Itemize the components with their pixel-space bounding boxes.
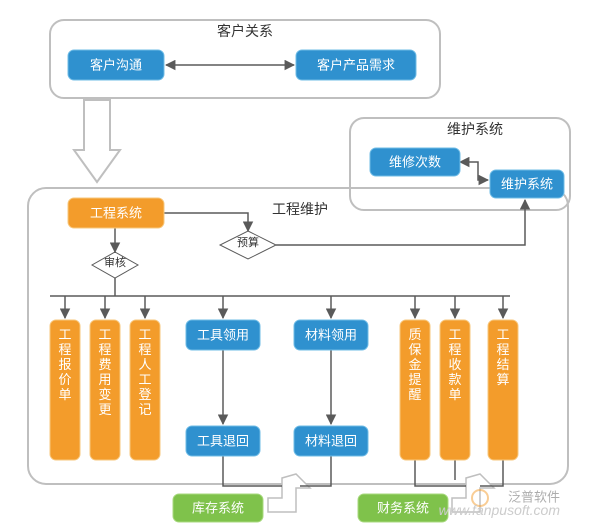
svg-text:工程结算: 工程结算 bbox=[496, 327, 509, 387]
svg-text:工程报价单: 工程报价单 bbox=[58, 327, 71, 402]
svg-text:维修次数: 维修次数 bbox=[389, 154, 441, 169]
svg-text:www.fanpusoft.com: www.fanpusoft.com bbox=[439, 502, 561, 518]
svg-text:工具退回: 工具退回 bbox=[197, 433, 249, 448]
svg-text:工程维护: 工程维护 bbox=[272, 201, 328, 217]
block-arrow-down bbox=[74, 100, 120, 182]
edge bbox=[223, 456, 282, 486]
svg-text:客户沟通: 客户沟通 bbox=[90, 57, 142, 72]
svg-text:审核: 审核 bbox=[104, 255, 126, 269]
svg-text:工程收款单: 工程收款单 bbox=[448, 327, 461, 402]
svg-text:财务系统: 财务系统 bbox=[377, 500, 429, 515]
svg-text:库存系统: 库存系统 bbox=[192, 500, 244, 515]
svg-text:预算: 预算 bbox=[237, 235, 259, 249]
edge bbox=[300, 456, 331, 486]
svg-text:材料退回: 材料退回 bbox=[305, 433, 357, 448]
svg-text:客户产品需求: 客户产品需求 bbox=[317, 57, 395, 72]
svg-text:质保金提醒: 质保金提醒 bbox=[408, 327, 421, 402]
svg-text:工程系统: 工程系统 bbox=[90, 205, 142, 220]
connector-inventory bbox=[268, 474, 310, 512]
edge bbox=[164, 213, 248, 231]
edge bbox=[415, 460, 466, 486]
edge bbox=[460, 162, 488, 180]
diagram-canvas: 客户关系维护系统工程维护 客户沟通客户产品需求维修次数维护系统工程系统工程报价单… bbox=[0, 0, 589, 530]
svg-text:工程人工登记: 工程人工登记 bbox=[138, 327, 151, 417]
svg-text:工程费用变更: 工程费用变更 bbox=[98, 327, 111, 417]
svg-text:客户关系: 客户关系 bbox=[217, 23, 273, 39]
svg-text:维护系统: 维护系统 bbox=[447, 121, 503, 137]
svg-text:工具领用: 工具领用 bbox=[197, 327, 249, 342]
svg-text:材料领用: 材料领用 bbox=[305, 327, 357, 342]
svg-text:维护系统: 维护系统 bbox=[501, 176, 553, 191]
